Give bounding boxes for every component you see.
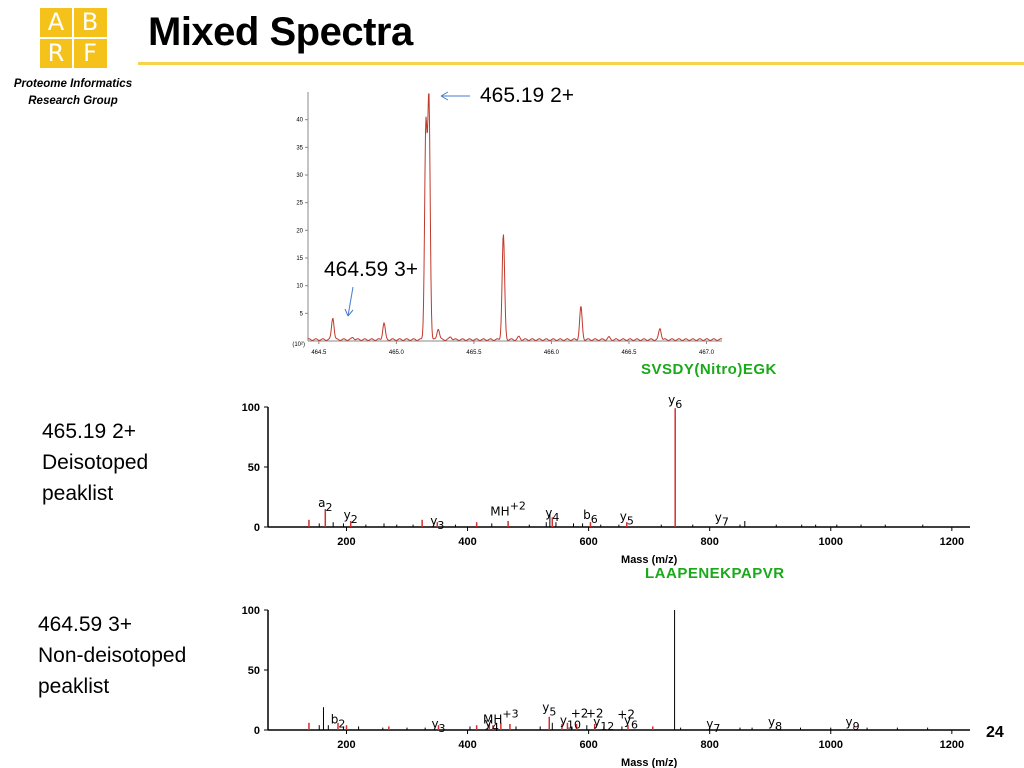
ms1-y-tick-label: 10 (296, 284, 303, 290)
msms1-x-axis-label: Mass (m/z) (621, 554, 678, 566)
group-label-line2: Research Group (28, 95, 118, 107)
side-label-non-deisotoped: 464.59 3+ Non-deisotoped peaklist (38, 609, 186, 702)
abrf-logo: A B R F (40, 8, 107, 68)
msms2-ion-label: y12 (593, 715, 614, 733)
ms1-x-tick-label: 464.5 (311, 350, 327, 356)
side-label-line: peaklist (38, 675, 110, 698)
ms1-y-tick-label: 20 (296, 228, 303, 234)
msms2-ion-label: y9 (846, 715, 860, 733)
msms1-y-tick-label: 50 (248, 462, 260, 474)
msms2-ion-label: +2 (571, 706, 589, 720)
msms2-ion-label: y6 (624, 714, 638, 732)
peptide-label-1: SVSDY(Nitro)EGK (641, 361, 777, 378)
msms2-ion-label: +2 (617, 708, 635, 722)
side-label-line: 464.59 3+ (38, 613, 133, 636)
msms2-ion-label: y5 (542, 700, 556, 718)
ms1-x-tick-label: 466.5 (621, 350, 637, 356)
ms1-profile-line (307, 93, 723, 341)
ms1-y-tick-label: 25 (296, 201, 303, 207)
msms1-y-tick-label: 0 (254, 522, 260, 534)
msms2-y-tick-label: 50 (248, 665, 260, 677)
ms1-y-tick-label: 30 (296, 173, 303, 179)
ms1-x-tick-label: 466.0 (544, 350, 560, 356)
msms1-x-tick-label: 200 (337, 536, 355, 548)
msms2-ion-label: b2 (331, 712, 346, 730)
msms1-x-tick-label: 800 (701, 536, 719, 548)
msms1-ion-label: b6 (583, 508, 598, 526)
msms1-ion-label: MH+2 (490, 500, 526, 519)
side-label-line: peaklist (42, 482, 114, 505)
ms1-x-tick-label: 467.0 (699, 350, 715, 356)
msms1-y-tick-label: 100 (242, 402, 260, 414)
msms1-x-tick-label: 600 (579, 536, 597, 548)
page-number: 24 (986, 724, 1004, 741)
msms2-x-tick-label: 800 (701, 739, 719, 751)
arrow-464 (347, 286, 354, 317)
msms2-x-tick-label: 400 (458, 739, 476, 751)
msms1-x-tick-label: 400 (458, 536, 476, 548)
msms2-y-tick-label: 100 (242, 605, 260, 617)
msms1-x-tick-label: 1000 (819, 536, 843, 548)
peak-label-464: 464.59 3+ (324, 258, 419, 281)
ms1-y-tick-label: 5 (300, 311, 304, 317)
side-label-line: 465.19 2+ (42, 420, 137, 443)
msms1-ion-label: y6 (668, 393, 682, 411)
peak-label-465: 465.19 2+ (480, 84, 575, 107)
msms2-ion-label: y3 (431, 717, 445, 735)
msms2-ion-label: y10 (560, 714, 581, 732)
ms1-y-tick-label: 15 (296, 256, 303, 262)
msms2-x-axis-label: Mass (m/z) (621, 757, 678, 768)
ms1-y-tick-label: 35 (296, 145, 303, 151)
arrow-464-head (344, 308, 354, 317)
side-label-line: Deisotoped (42, 451, 149, 474)
logo-letter-f: F (83, 39, 97, 67)
msms1-ion-label: y7 (715, 511, 729, 529)
msms2-x-tick-label: 1000 (819, 739, 843, 751)
logo-letter-b: B (81, 8, 99, 36)
peptide-label-2: LAAPENEKPAPVR (645, 565, 785, 582)
side-label-deisotoped: 465.19 2+ Deisotoped peaklist (42, 416, 148, 509)
msms2-ion-label: y8 (768, 715, 782, 733)
group-label: Proteome Informatics Research Group (0, 76, 146, 110)
ms1-y-tick-label: 40 (296, 118, 303, 124)
ms1-y-multiplier: (10²) (292, 342, 305, 348)
logo-letter-a: A (47, 8, 65, 36)
msms1-ion-label: y3 (430, 514, 444, 532)
msms2-x-tick-label: 1200 (940, 739, 964, 751)
ms1-x-tick-label: 465.5 (466, 350, 482, 356)
msms1-ion-label: a2 (318, 496, 332, 514)
msms2-x-tick-label: 200 (337, 739, 355, 751)
logo-letter-r: R (47, 39, 65, 67)
msms1-ion-label: y5 (620, 509, 634, 527)
msms2-ion-label: +2 (586, 706, 604, 720)
msms2-ion-label: MH+3 (483, 707, 519, 726)
msms1-x-tick-label: 1200 (940, 536, 964, 548)
msms2-x-tick-label: 600 (579, 739, 597, 751)
slide-title: Mixed Spectra (148, 10, 413, 54)
msms2-y-tick-label: 0 (254, 725, 260, 737)
msms1-ion-label: y2 (344, 508, 358, 526)
ms1-x-tick-label: 465.0 (389, 350, 405, 356)
logo-divider-v (72, 8, 74, 68)
side-label-line: Non-deisotoped (38, 644, 187, 667)
msms2-ion-label: y4 (485, 716, 499, 734)
msms1-ion-label: y4 (545, 506, 559, 524)
title-rule (138, 62, 1024, 65)
group-label-line1: Proteome Informatics (13, 78, 133, 90)
msms2-ion-label: y7 (706, 717, 720, 735)
arrow-465-head (440, 91, 449, 101)
